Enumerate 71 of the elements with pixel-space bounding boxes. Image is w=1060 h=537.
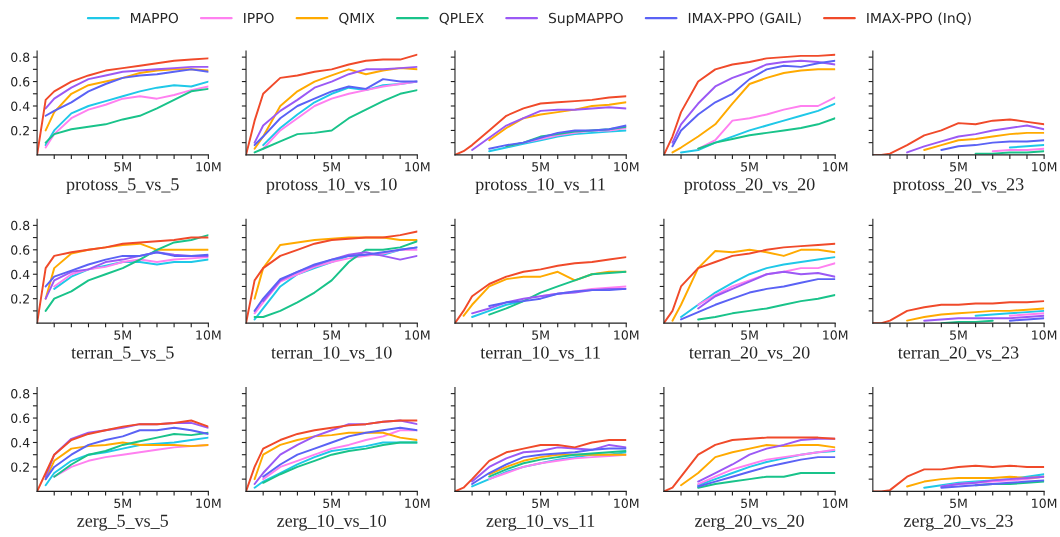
legend-label: MAPPO: [131, 12, 179, 24]
line-series: [53, 431, 209, 478]
y-tick-label: 0.4: [11, 101, 30, 111]
x-tick-label: 10M: [1032, 162, 1057, 172]
y-tick-label: 0.6: [11, 77, 30, 87]
text: zerg_20_vs_20: [695, 514, 804, 531]
x-tick-label: 5M: [323, 162, 340, 172]
y-tick-label: 0.2: [11, 294, 29, 304]
x-tick-label: 10M: [823, 162, 848, 172]
x-tick-label: 5M: [532, 330, 549, 340]
text: terran_20_vs_20: [689, 346, 810, 361]
x-tick-label: 5M: [950, 330, 967, 340]
x-tick-label: 5M: [532, 498, 549, 508]
x-tick-label: 10M: [196, 498, 221, 508]
x-tick-label: 10M: [405, 162, 430, 172]
line-series: [44, 65, 209, 110]
legend-label: QPLEX: [439, 12, 484, 25]
line-series: [44, 251, 209, 288]
legend-label: IMAX-PPO (GAIL): [688, 12, 801, 25]
x-tick-label: 5M: [741, 162, 758, 172]
x-tick-label: 5M: [323, 498, 340, 508]
text: protoss_20_vs_23: [893, 178, 1024, 194]
text: terran_10_vs_10: [271, 346, 392, 361]
line-series: [44, 68, 209, 117]
x-tick-label: 10M: [405, 330, 430, 340]
x-tick-label: 10M: [1032, 330, 1057, 340]
x-tick-label: 5M: [323, 330, 340, 340]
text: zerg_5_vs_5: [77, 514, 168, 531]
y-tick-label: 0.4: [11, 269, 30, 280]
text: protoss_10_vs_11: [475, 178, 605, 194]
y-tick-label: 0.4: [11, 437, 30, 448]
x-tick-label: 10M: [614, 162, 639, 172]
legend-label: IMAX-PPO (InQ): [867, 12, 971, 25]
y-tick-label: 0.8: [11, 52, 30, 63]
x-tick-label: 5M: [532, 162, 549, 172]
text: protoss_5_vs_5: [66, 178, 179, 194]
x-tick-label: 5M: [950, 162, 967, 172]
y-tick-label: 0.8: [11, 220, 30, 231]
text: terran_10_vs_11: [480, 346, 600, 361]
x-tick-label: 5M: [950, 498, 967, 508]
text: protoss_10_vs_10: [266, 178, 397, 194]
x-tick-label: 10M: [614, 330, 639, 340]
x-tick-label: 5M: [114, 330, 131, 340]
y-tick-label: 0.8: [11, 389, 30, 399]
x-tick-label: 5M: [114, 162, 131, 172]
y-tick-label: 0.6: [11, 413, 30, 423]
y-tick-label: 0.2: [11, 462, 29, 472]
legend-label: IPPO: [244, 12, 274, 24]
line-series: [44, 68, 209, 132]
x-tick-label: 10M: [614, 498, 639, 508]
x-tick-label: 5M: [741, 498, 758, 508]
text: terran_20_vs_23: [897, 346, 1019, 361]
x-tick-label: 10M: [823, 330, 848, 340]
x-tick-label: 10M: [405, 498, 430, 508]
line-series: [44, 436, 209, 487]
x-tick-label: 5M: [741, 330, 758, 340]
text: zerg_20_vs_23: [903, 514, 1013, 531]
x-tick-label: 10M: [1032, 498, 1057, 508]
text: zerg_10_vs_11: [486, 514, 595, 531]
line-series: [44, 234, 209, 312]
legend-label: QMIX: [339, 12, 375, 25]
text: zerg_10_vs_10: [277, 514, 386, 531]
y-tick-label: 0.6: [11, 245, 30, 255]
x-tick-label: 10M: [823, 498, 848, 508]
y-tick-label: 0.2: [11, 125, 29, 136]
text: terran_5_vs_5: [71, 346, 174, 361]
legend-label: SupMAPPO: [548, 12, 623, 26]
x-tick-label: 10M: [196, 162, 221, 172]
text: protoss_20_vs_20: [684, 178, 815, 194]
x-tick-label: 10M: [196, 330, 221, 340]
x-tick-label: 5M: [114, 498, 131, 508]
